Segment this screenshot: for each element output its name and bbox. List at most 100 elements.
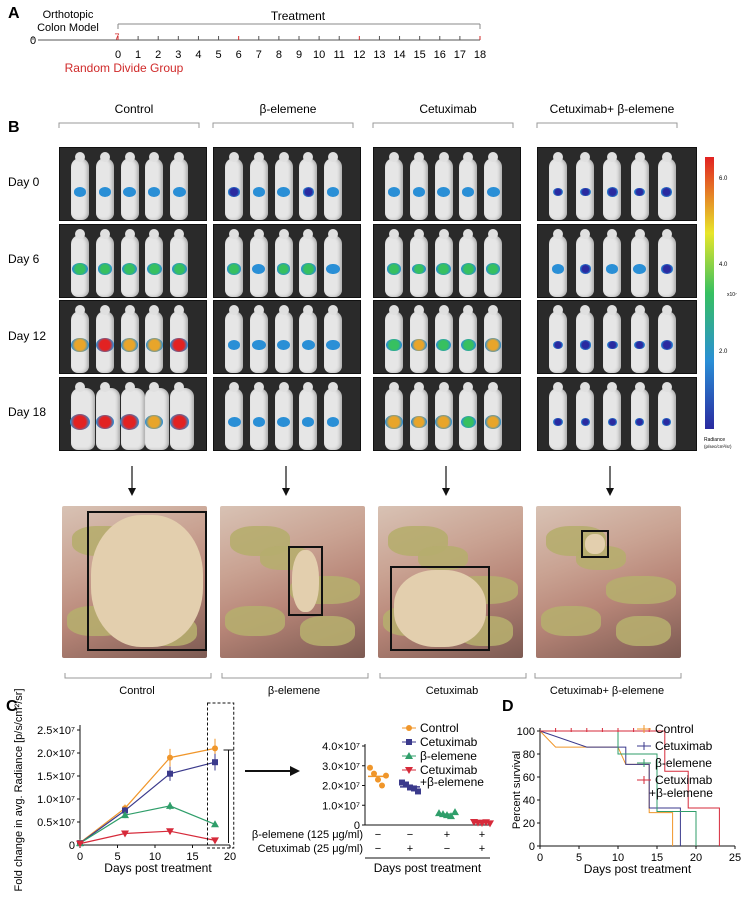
- c2-data-point: [407, 784, 413, 791]
- c1-x-tick-label: 15: [186, 851, 198, 863]
- bioluminescence-signal: [436, 339, 452, 351]
- d-x-tick-label: 15: [651, 852, 663, 864]
- bioluminescence-signal: [411, 263, 426, 275]
- c1-series-line: [79, 761, 216, 844]
- c2-legend-marker: [406, 739, 412, 745]
- imaging-tile: [537, 224, 697, 298]
- colon-tumor-photo: [536, 506, 681, 658]
- c2-legend-label: Control: [420, 721, 459, 735]
- group-bracket: [372, 122, 514, 128]
- bioluminescence-signal: [302, 187, 315, 197]
- c2-legend-label: β-elemene: [420, 749, 477, 763]
- c1-x-tick-label: 20: [224, 851, 236, 863]
- photo-group-label: Cetuximab: [426, 685, 479, 697]
- d-y-tick-label: 60: [523, 772, 535, 784]
- d-y-tick-label: 20: [523, 818, 535, 830]
- c1-y-tick-label: 0: [69, 840, 75, 852]
- tumor-region: [585, 534, 605, 554]
- imaging-tile: [213, 377, 361, 451]
- c2-legend-marker: [405, 767, 413, 774]
- c1-data-point: [211, 837, 219, 845]
- timeline-day-label: 12: [353, 49, 365, 61]
- bioluminescence-signal: [462, 187, 475, 197]
- d-y-tick-label: 40: [523, 795, 535, 807]
- timeline-day-label: 2: [155, 49, 161, 61]
- bioluminescence-signal: [326, 263, 340, 275]
- bioluminescence-signal: [252, 263, 266, 275]
- group-header: Control: [115, 102, 154, 116]
- c1-data-point: [212, 759, 218, 766]
- bioluminescence-signal: [252, 417, 265, 427]
- group-bracket: [536, 122, 678, 128]
- bioluminescence-signal: [148, 187, 161, 197]
- c2-data-point: [383, 772, 389, 779]
- seven-label: 7: [114, 32, 119, 42]
- bioluminescence-signal: [435, 415, 452, 429]
- bioluminescence-signal: [121, 338, 138, 352]
- d-y-tick-label: 100: [517, 726, 535, 738]
- d-survival-curve: [540, 730, 720, 846]
- bioluminescence-signal: [607, 340, 618, 350]
- c2-legend-label: +β-elemene: [420, 775, 484, 789]
- group-bracket: [212, 122, 354, 128]
- c1-data-point: [167, 770, 173, 777]
- c1-y-tick-label: 1.5×10⁷: [37, 771, 75, 783]
- c2-data-point: [403, 781, 409, 788]
- c2-sign: +: [407, 843, 413, 855]
- d-y-tick-label: 0: [529, 841, 535, 853]
- bioluminescence-signal: [95, 414, 114, 430]
- bioluminescence-signal: [71, 338, 89, 352]
- chart-survival: 0 20 40 60 80 100 0 5 10 15 20 25 Days post treatmen…: [511, 722, 741, 876]
- bioluminescence-signal: [277, 339, 290, 350]
- bioluminescence-signal: [606, 187, 619, 197]
- model-label-2: Colon Model: [37, 22, 99, 34]
- bioluminescence-signal: [252, 187, 265, 197]
- panel-letter-b: B: [8, 119, 20, 136]
- imaging-tile: [213, 147, 361, 221]
- bioluminescence-signal: [460, 338, 477, 352]
- panel-letter-a: A: [8, 5, 20, 22]
- bioluminescence-signal: [437, 186, 451, 198]
- c2-sign: +: [444, 829, 450, 841]
- c2-legend-label: Cetuximab: [420, 735, 478, 749]
- c2-y-tick-label: 1.0×10⁷: [322, 800, 360, 812]
- bioluminescence-signal: [98, 187, 112, 197]
- bioluminescence-signal: [302, 417, 315, 427]
- bioluminescence-signal: [95, 337, 114, 353]
- bioluminescence-signal: [72, 262, 88, 276]
- down-arrow-head: [282, 488, 290, 496]
- c1-data-point: [211, 820, 219, 828]
- bioluminescence-signal: [70, 414, 90, 430]
- timeline-day-label: 5: [215, 49, 221, 61]
- bioluminescence-signal: [169, 414, 189, 430]
- d-x-tick-label: 0: [537, 852, 543, 864]
- chart-radiance-timecourse: 0 0.5×10⁷ 1.0×10⁷ 1.5×10⁷ 2.0×10⁷ 2.5×10⁷ 0 5 10…: [13, 689, 236, 892]
- group-header: Cetuximab: [419, 102, 477, 116]
- d-x-label: Days post treatment: [584, 862, 692, 876]
- c2-row-label: β-elemene (125 μg/ml): [252, 829, 363, 841]
- c2-y-tick-label: 0: [354, 820, 360, 832]
- c1-x-label: Days post treatment: [104, 861, 212, 875]
- imaging-tile: [373, 300, 521, 374]
- tumor-region: [394, 570, 486, 647]
- photo-group-label: β-elemene: [268, 685, 320, 697]
- bioluminescence-signal: [486, 186, 500, 198]
- colorbar-exp: x10⁷: [727, 292, 737, 298]
- bioluminescence-signal: [123, 186, 137, 198]
- bioluminescence-signal: [661, 187, 673, 197]
- c2-data-point: [371, 770, 377, 777]
- day-labels: Day 0 Day 6 Day 12 Day 18: [8, 175, 46, 419]
- timeline-day-label: 6: [236, 49, 242, 61]
- bioluminescence-signal: [661, 340, 673, 350]
- c1-data-point: [122, 807, 128, 814]
- d-y-label: Percent survival: [511, 751, 523, 829]
- bioluminescence-signal: [484, 338, 502, 352]
- bioluminescence-signal: [412, 187, 426, 197]
- c1-x-tick-label: 0: [77, 851, 83, 863]
- c2-data-point: [375, 776, 381, 783]
- c1-data-point: [121, 811, 129, 819]
- c1-series-line: [79, 830, 216, 845]
- bioluminescence-signal: [410, 415, 427, 429]
- bioluminescence-signal: [460, 415, 477, 429]
- imaging-tile: [59, 147, 207, 221]
